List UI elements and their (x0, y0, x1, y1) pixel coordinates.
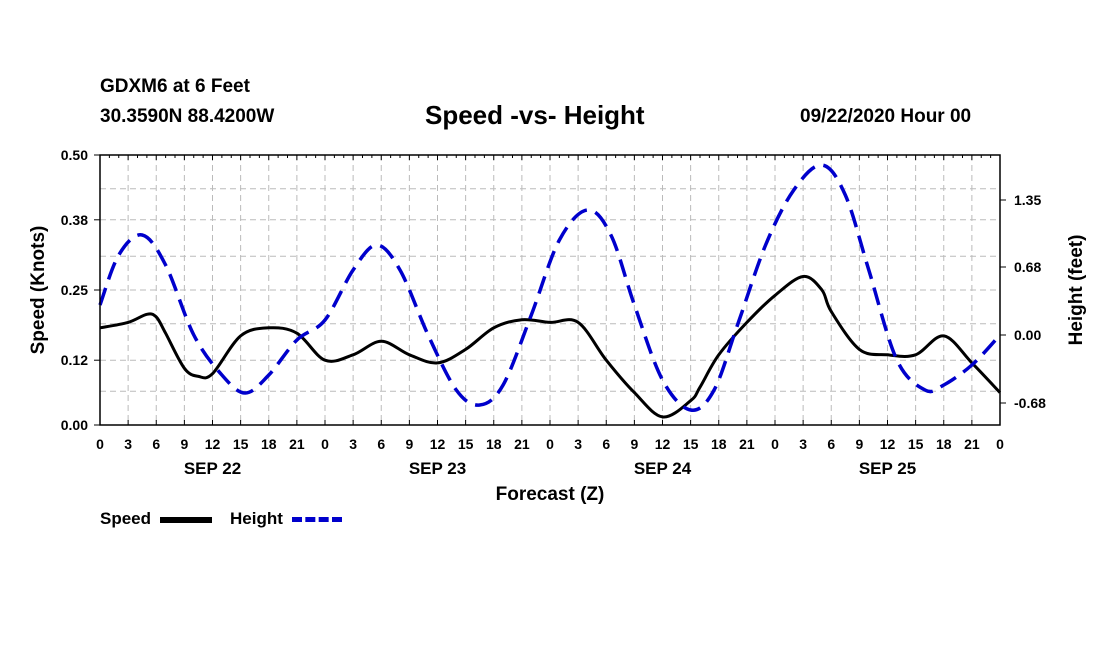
legend-speed-swatch (160, 517, 212, 523)
x-tick-label: 15 (683, 436, 699, 452)
x-tick-label: 15 (458, 436, 474, 452)
day-label: SEP 23 (409, 459, 466, 478)
speed-series-line (99, 274, 1002, 419)
x-tick-label: 6 (602, 436, 610, 452)
x-tick-label: 3 (799, 436, 807, 452)
tick-labels: 0 3 6 9 12 15 18 21 0 3 6 9 12 15 18 21 0 3 6 9 12 15 18 21 0 3 6 9… (61, 147, 1046, 478)
x-tick-label: 6 (827, 436, 835, 452)
x-tick-label: 21 (514, 436, 530, 452)
chart-title: Speed -vs- Height (425, 100, 645, 130)
x-tick-label: 0 (321, 436, 329, 452)
x-tick-label: 6 (152, 436, 160, 452)
day-label: SEP 22 (184, 459, 241, 478)
x-tick-label: 0 (96, 436, 104, 452)
x-tick-label: 12 (430, 436, 446, 452)
y-tick-label-left: 0.38 (61, 212, 88, 228)
x-axis-label: Forecast (Z) (496, 484, 605, 505)
x-tick-label: 18 (936, 436, 952, 452)
ticks (94, 154, 1006, 426)
legend-height-label: Height (230, 509, 283, 528)
x-tick-label: 12 (655, 436, 671, 452)
x-tick-label: 15 (908, 436, 924, 452)
y-tick-label-right: 0.00 (1014, 327, 1041, 343)
height-series-line (98, 163, 1002, 412)
day-label: SEP 25 (859, 459, 916, 478)
station-coordinates: 30.3590N 88.4200W (100, 106, 275, 127)
x-tick-label: 12 (205, 436, 221, 452)
x-tick-label: 0 (771, 436, 779, 452)
forecast-datetime: 09/22/2020 Hour 00 (800, 106, 972, 127)
x-tick-label: 18 (711, 436, 727, 452)
x-tick-label: 9 (855, 436, 863, 452)
x-tick-label: 21 (739, 436, 755, 452)
x-tick-label: 9 (630, 436, 638, 452)
x-tick-label: 12 (880, 436, 896, 452)
y-tick-label-left: 0.50 (61, 147, 88, 163)
x-tick-label: 9 (405, 436, 413, 452)
y-tick-label-left: 0.25 (61, 282, 88, 298)
x-tick-label: 0 (546, 436, 554, 452)
x-tick-label: 15 (233, 436, 249, 452)
y-tick-label-left: 0.12 (61, 352, 88, 368)
y-tick-label-right: -0.68 (1014, 395, 1046, 411)
legend-height-swatch (292, 517, 342, 522)
station-name: GDXM6 at 6 Feet (100, 76, 250, 97)
x-tick-label: 18 (486, 436, 502, 452)
grid (100, 155, 1000, 425)
x-tick-label: 9 (180, 436, 188, 452)
x-tick-label: 3 (124, 436, 132, 452)
day-label: SEP 24 (634, 459, 692, 478)
x-tick-label: 6 (377, 436, 385, 452)
y-tick-label-right: 1.35 (1014, 192, 1041, 208)
x-tick-label: 21 (964, 436, 980, 452)
x-tick-label: 21 (289, 436, 305, 452)
x-tick-label: 0 (996, 436, 1004, 452)
series (98, 163, 1002, 419)
x-tick-label: 3 (574, 436, 582, 452)
x-tick-label: 3 (349, 436, 357, 452)
y-axis-label-right: Height (feet) (1066, 235, 1087, 346)
y-axis-label-left: Speed (Knots) (28, 226, 49, 355)
x-tick-label: 18 (261, 436, 277, 452)
legend-speed-label: Speed (100, 509, 152, 528)
y-tick-label-right: 0.68 (1014, 259, 1041, 275)
y-tick-label-left: 0.00 (61, 417, 88, 433)
